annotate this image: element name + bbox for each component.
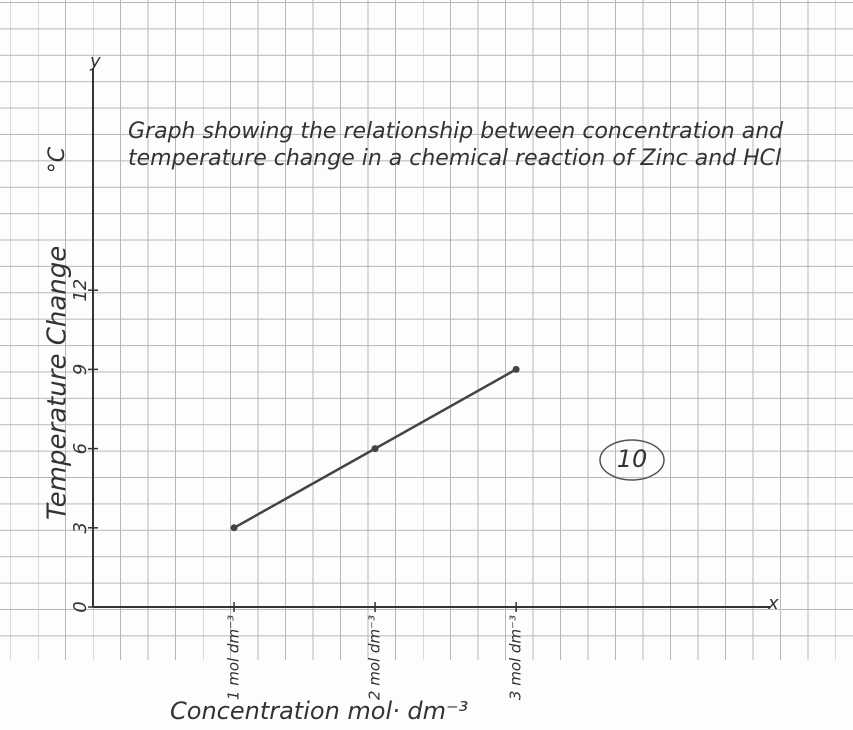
x-tick-label: 2 mol dm⁻³ (366, 615, 384, 700)
data-point (513, 366, 520, 373)
y-axis-letter: y (89, 51, 101, 72)
data-point (231, 524, 238, 531)
y-tick-label: 12 (70, 279, 91, 302)
x-tick-label: 1 mol dm⁻³ (225, 615, 243, 700)
y-axis-unit: °C (45, 146, 70, 173)
y-tick-label: 9 (70, 364, 91, 375)
x-axis-label: Concentration mol· dm⁻³ (170, 697, 468, 725)
data-point (372, 445, 379, 452)
chart: y x Temperature Change °C Concentration … (0, 0, 853, 730)
y-tick-label: 0 (70, 601, 91, 612)
grade: 10 (617, 445, 648, 473)
y-tick-label: 6 (70, 443, 91, 454)
x-axis-letter: x (767, 593, 779, 614)
x-tick-label: 3 mol dm⁻³ (507, 615, 525, 700)
page: Graph showing the relationship between c… (0, 0, 853, 730)
y-tick-label: 3 (70, 522, 91, 533)
y-axis-label: Temperature Change (43, 246, 73, 520)
